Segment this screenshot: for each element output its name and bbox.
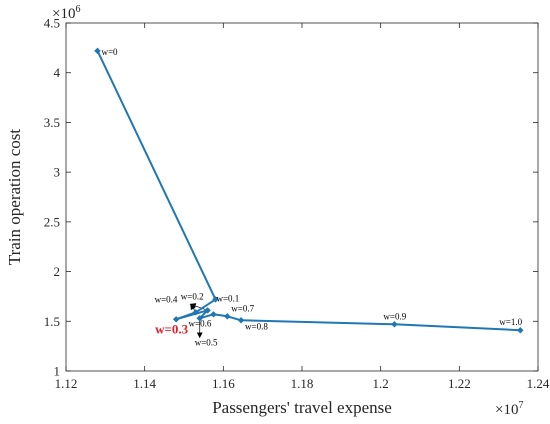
- data-point-marker: [204, 307, 211, 314]
- series-line: [96, 50, 521, 332]
- x-tick-label: 1.18: [291, 376, 314, 391]
- x-axis-label: Passengers' travel expense: [212, 398, 392, 417]
- axis-ticks: 1.12 1.14 1.16 1.18 1.2 1.22 1.24 1 1.5 2 2.5 3 3.5 4…: [44, 16, 550, 392]
- x-exponent-base: ×10: [495, 402, 518, 418]
- x-tick-label: 1.2: [373, 376, 389, 391]
- x-tick-label: 1.16: [212, 376, 235, 391]
- data-point-marker: [196, 315, 203, 322]
- y-tick-label: 4: [54, 65, 61, 80]
- data-point-marker: [94, 47, 101, 55]
- point-label: w=0.5: [195, 337, 218, 347]
- x-tick-label: 1.12: [55, 376, 78, 391]
- data-point-marker: [212, 296, 219, 303]
- point-label: w=1.0: [499, 317, 522, 327]
- point-labels: w=0 w=0.1 w=0.2 w=0.3 w=0.4 w=0.5 w=0.6 w=0.7 w=…: [101, 47, 522, 347]
- data-point-marker: [192, 309, 200, 316]
- data-point-marker: [172, 316, 180, 323]
- data-point-marker: [210, 311, 217, 318]
- annotation-arrow: [189, 303, 208, 311]
- data-point-marker: [237, 317, 245, 324]
- x-exponent-power: 7: [518, 400, 523, 411]
- y-exponent-label: ×106: [52, 4, 80, 22]
- y-axis-label: Train operation cost: [5, 129, 24, 266]
- data-point-marker: [224, 313, 231, 320]
- y-exponent-power: 6: [75, 4, 80, 15]
- x-tick-label: 1.24: [527, 376, 550, 391]
- y-tick-label: 2.5: [44, 214, 60, 229]
- series-layer: [94, 47, 524, 334]
- data-point-marker: [391, 321, 398, 328]
- y-tick-label: 4.5: [44, 16, 60, 31]
- point-label: w=0.9: [383, 311, 406, 321]
- point-label: w=0.6: [189, 318, 212, 328]
- plot-frame: [65, 22, 539, 372]
- y-tick-label: 1.5: [44, 314, 60, 329]
- data-point-marker: [517, 327, 524, 334]
- point-label: w=0: [101, 47, 118, 57]
- y-tick-label: 3: [54, 165, 61, 180]
- point-label: w=0.8: [245, 321, 268, 331]
- x-tick-label: 1.14: [133, 376, 156, 391]
- y-tick-label: 3.5: [44, 115, 60, 130]
- point-label: w=0.3: [155, 321, 189, 336]
- y-exponent-base: ×10: [52, 6, 75, 22]
- y-tick-label: 1: [54, 364, 61, 379]
- x-exponent-label: ×107: [495, 400, 523, 418]
- point-label: w=0.4: [155, 294, 178, 304]
- y-tick-label: 2: [54, 264, 61, 279]
- point-label: w=0.7: [231, 303, 254, 313]
- x-tick-label: 1.22: [448, 376, 471, 391]
- point-label: w=0.1: [216, 293, 239, 303]
- point-label: w=0.2: [181, 291, 204, 301]
